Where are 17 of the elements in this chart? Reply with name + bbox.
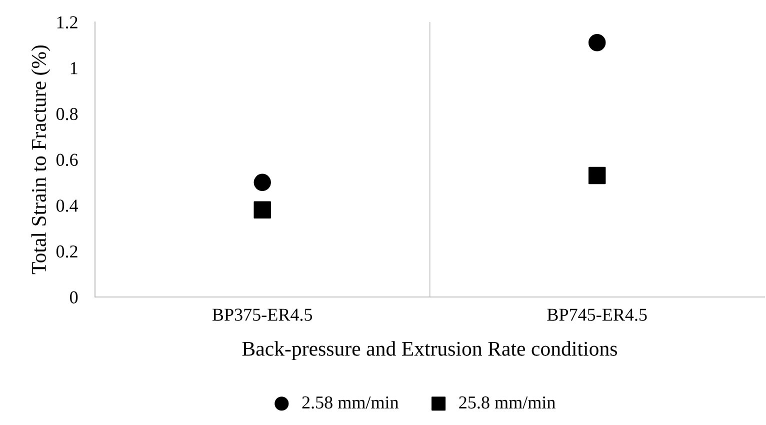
y-tick-label: 1.2 <box>57 16 78 29</box>
point <box>254 174 271 192</box>
legend-label: 25.8 mm/min <box>459 396 556 409</box>
y-tick-label: 0.2 <box>56 245 78 258</box>
point <box>588 166 606 184</box>
point <box>254 201 271 219</box>
x-axis-title: Back-pressure and Extrusion Rate conditions <box>242 341 618 360</box>
x-tick-label: BP375-ER4.5 <box>212 308 312 321</box>
y-tick-label: 1 <box>70 62 78 74</box>
y-axis-title: Total Strain to Fracture (%) <box>31 45 50 274</box>
y-tick-label: 0 <box>70 291 78 304</box>
legend-label: 2.58 mm/min <box>302 396 399 409</box>
x-tick-label: BP745-ER4.5 <box>547 308 647 321</box>
y-tick-label: 0.8 <box>56 108 78 120</box>
y-tick-label: 0.6 <box>56 154 78 166</box>
y-tick-label: 0.4 <box>56 200 78 212</box>
point <box>588 34 606 52</box>
